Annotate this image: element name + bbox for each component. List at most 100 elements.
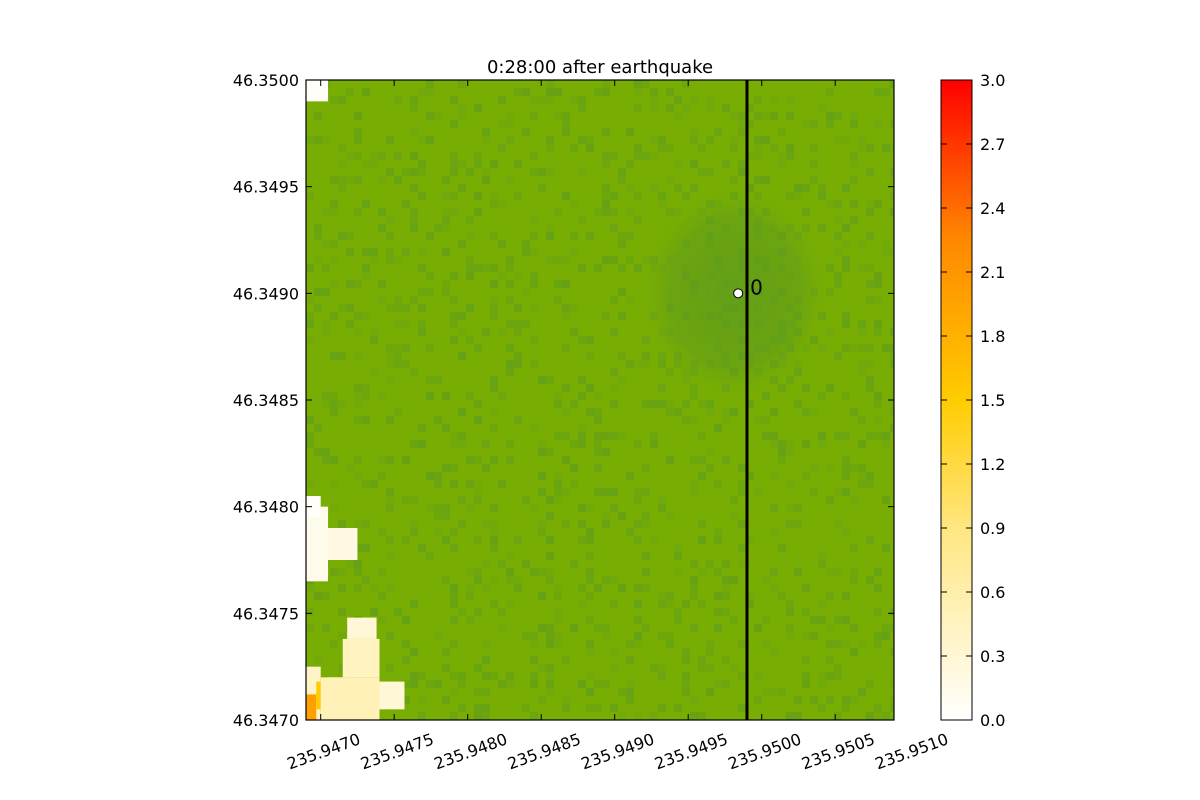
terrain-cell	[674, 552, 682, 560]
terrain-cell	[306, 264, 314, 272]
terrain-cell	[522, 320, 530, 328]
terrain-cell	[802, 632, 810, 640]
terrain-cell	[426, 680, 434, 688]
terrain-cell	[834, 640, 842, 648]
terrain-cell	[314, 592, 322, 600]
terrain-cell	[474, 704, 482, 712]
terrain-cell	[802, 440, 810, 448]
terrain-cell	[610, 648, 618, 656]
terrain-cell	[874, 568, 882, 576]
terrain-cell	[650, 136, 658, 144]
terrain-cell	[666, 208, 674, 216]
terrain-cell	[506, 440, 514, 448]
terrain-cell	[458, 704, 466, 712]
terrain-cell	[362, 160, 370, 168]
terrain-cell	[402, 344, 410, 352]
terrain-cell	[402, 496, 410, 504]
terrain-cell	[650, 440, 658, 448]
terrain-cell	[410, 208, 418, 216]
terrain-cell	[626, 184, 634, 192]
terrain-cell	[698, 168, 706, 176]
terrain-cell	[482, 328, 490, 336]
terrain-cell	[786, 480, 794, 488]
terrain-cell	[858, 480, 866, 488]
terrain-cell	[746, 592, 754, 600]
terrain-cell	[498, 240, 506, 248]
terrain-cell	[546, 624, 554, 632]
terrain-cell	[738, 120, 746, 128]
terrain-cell	[682, 648, 690, 656]
terrain-cell	[426, 552, 434, 560]
terrain-cell	[786, 192, 794, 200]
terrain-cell	[850, 464, 858, 472]
terrain-cell	[850, 120, 858, 128]
terrain-cell	[626, 656, 634, 664]
terrain-cell	[450, 480, 458, 488]
terrain-cell	[394, 344, 402, 352]
terrain-cell	[346, 176, 354, 184]
terrain-cell	[538, 184, 546, 192]
terrain-cell	[842, 184, 850, 192]
terrain-cell	[890, 352, 894, 360]
terrain-cell	[474, 416, 482, 424]
terrain-cell	[874, 432, 882, 440]
terrain-cell	[610, 152, 618, 160]
terrain-cell	[698, 536, 706, 544]
terrain-cell	[418, 320, 426, 328]
terrain-cell	[338, 176, 346, 184]
terrain-cell	[874, 392, 882, 400]
y-tick-label: 46.3495	[233, 178, 299, 197]
terrain-cell	[626, 296, 634, 304]
terrain-cell	[506, 368, 514, 376]
terrain-cell	[530, 640, 538, 648]
terrain-cell	[346, 88, 354, 96]
terrain-cell	[738, 112, 746, 120]
terrain-cell	[842, 472, 850, 480]
terrain-cell	[730, 496, 738, 504]
terrain-cell	[530, 216, 538, 224]
terrain-cell	[338, 672, 346, 680]
terrain-cell	[562, 344, 570, 352]
terrain-cell	[546, 376, 554, 384]
terrain-cell	[530, 424, 538, 432]
terrain-cell	[698, 712, 706, 720]
terrain-cell	[330, 352, 338, 360]
terrain-cell	[418, 248, 426, 256]
terrain-cell	[314, 112, 322, 120]
terrain-cell	[754, 672, 762, 680]
terrain-cell	[778, 448, 786, 456]
terrain-cell	[506, 120, 514, 128]
terrain-cell	[578, 104, 586, 112]
terrain-cell	[842, 136, 850, 144]
terrain-cell	[594, 208, 602, 216]
terrain-cell	[418, 440, 426, 448]
terrain-cell	[402, 680, 410, 688]
terrain-cell	[642, 552, 650, 560]
terrain-cell	[890, 120, 894, 128]
terrain-cell	[706, 400, 714, 408]
terrain-cell	[842, 320, 850, 328]
terrain-cell	[378, 392, 386, 400]
terrain-cell	[466, 304, 474, 312]
terrain-cell	[786, 96, 794, 104]
terrain-cell	[370, 160, 378, 168]
terrain-cell	[386, 232, 394, 240]
terrain-cell	[314, 232, 322, 240]
terrain-cell	[466, 232, 474, 240]
terrain-cell	[786, 440, 794, 448]
terrain-cell	[658, 200, 666, 208]
terrain-cell	[610, 704, 618, 712]
terrain-cell	[826, 328, 834, 336]
terrain-cell	[882, 88, 890, 96]
terrain-cell	[706, 640, 714, 648]
terrain-cell	[786, 632, 794, 640]
terrain-cell	[610, 488, 618, 496]
inundation-patch	[347, 617, 377, 639]
terrain-cell	[410, 104, 418, 112]
terrain-cell	[498, 328, 506, 336]
terrain-cell	[346, 248, 354, 256]
terrain-cell	[458, 328, 466, 336]
terrain-cell	[514, 192, 522, 200]
terrain-cell	[402, 696, 410, 704]
terrain-cell	[554, 480, 562, 488]
